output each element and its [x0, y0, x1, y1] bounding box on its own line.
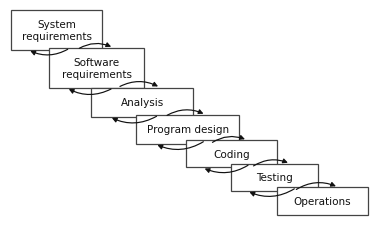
Text: System
requirements: System requirements: [22, 20, 92, 41]
FancyBboxPatch shape: [277, 188, 368, 215]
Text: Analysis: Analysis: [121, 98, 164, 108]
FancyBboxPatch shape: [136, 115, 239, 144]
Text: Operations: Operations: [293, 196, 351, 206]
Text: Coding: Coding: [213, 149, 249, 159]
FancyBboxPatch shape: [49, 49, 144, 88]
FancyBboxPatch shape: [91, 88, 193, 117]
Text: Testing: Testing: [257, 173, 293, 183]
FancyBboxPatch shape: [231, 164, 318, 191]
Text: Software
requirements: Software requirements: [62, 58, 132, 79]
FancyBboxPatch shape: [186, 141, 277, 168]
Text: Program design: Program design: [147, 125, 229, 135]
FancyBboxPatch shape: [11, 11, 102, 50]
